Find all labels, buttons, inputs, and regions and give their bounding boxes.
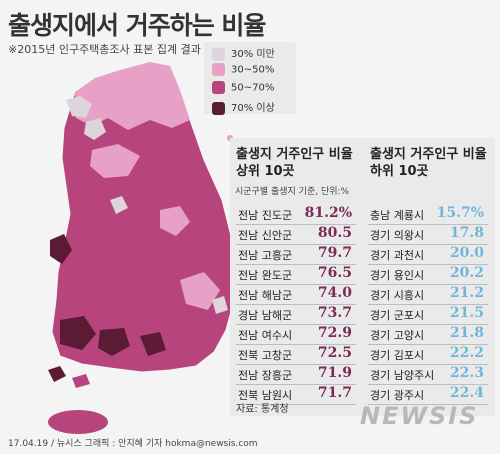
region-name: 경기 김포시 (370, 349, 425, 362)
top-ranking-row: 전남 해남군 74.0 (236, 284, 356, 305)
legend-label: 50~70% (231, 82, 275, 94)
region-name: 경기 광주시 (370, 389, 425, 402)
jeju-island (48, 410, 108, 434)
region-name: 충남 계룡시 (370, 209, 425, 222)
region-name: 전남 완도군 (238, 269, 293, 282)
ranking-panel (230, 138, 495, 416)
source-note: 자료: 통계청 (236, 404, 289, 415)
bottom-ranking-row: 경기 의왕시 17.8 (368, 224, 488, 245)
region-name: 전북 남원시 (238, 389, 293, 402)
page-subtitle: ※2015년 인구주택총조사 표본 집계 결과 (8, 43, 201, 56)
top-ranking-row: 전남 진도군 81.2% (236, 204, 356, 225)
bottom-ranking-row: 경기 김포시 22.2 (368, 344, 488, 365)
southwest-islands-2 (72, 374, 90, 388)
newsis-logo: NEWSIS (360, 402, 479, 430)
region-name: 경기 고양시 (370, 329, 425, 342)
ratio-value: 74.0 (317, 285, 352, 301)
top-ranking-row: 경남 남해군 73.7 (236, 304, 356, 325)
legend-item: 70% 이상 (212, 99, 275, 115)
light-region-daejeon (110, 196, 128, 214)
top10-title: 출생지 거주인구 비율 상위 10곳 (236, 147, 353, 179)
region-name: 경기 의왕시 (370, 229, 425, 242)
light-region-capital (66, 96, 92, 118)
ratio-value: 21.5 (449, 305, 484, 321)
light-region-gyeonggi (84, 118, 106, 140)
region-name: 전남 진도군 (238, 209, 293, 222)
top-ranking-row: 전남 완도군 76.5 (236, 264, 356, 285)
ratio-value: 15.7% (436, 205, 484, 221)
ratio-value: 22.3 (449, 365, 484, 381)
legend-label: 70% 이상 (231, 103, 275, 114)
bottom-ranking-row: 경기 남양주시 22.3 (368, 364, 488, 385)
southwest-islands (48, 366, 66, 382)
ratio-value: 81.2% (304, 205, 352, 221)
dark-region-south-2 (98, 328, 130, 356)
dark-region-south-3 (140, 332, 166, 356)
pink-region-southeast (180, 272, 220, 310)
ratio-value: 73.7 (317, 305, 352, 321)
pink-region-center (90, 144, 140, 178)
region-name: 경기 군포시 (370, 309, 425, 322)
data-basis-note: 시군구별 출생지 기준, 단위:% (235, 187, 350, 197)
ratio-value: 79.7 (317, 245, 352, 261)
top-ranking-row: 전남 신안군 80.5 (236, 224, 356, 245)
pink-region-east (160, 206, 190, 236)
ratio-value: 21.2 (449, 285, 484, 301)
bottom-ranking-row: 경기 고양시 21.8 (368, 324, 488, 345)
legend-swatch (212, 63, 225, 76)
top-ranking-row: 전북 고창군 72.5 (236, 344, 356, 365)
ratio-value: 22.4 (449, 385, 484, 401)
region-name: 전남 해남군 (238, 289, 293, 302)
legend-label: 30~50% (231, 64, 275, 76)
ratio-value: 20.0 (449, 245, 484, 261)
region-name: 경기 과천시 (370, 249, 425, 262)
ratio-value: 21.8 (449, 325, 484, 341)
legend-item: 30~50% (212, 63, 274, 76)
region-name: 전남 신안군 (238, 229, 293, 242)
legend-label: 30% 미만 (231, 49, 275, 60)
top-ranking-row: 전남 여수시 72.9 (236, 324, 356, 345)
ratio-value: 71.9 (317, 365, 352, 381)
bottom-ranking-row: 충남 계룡시 15.7% (368, 204, 488, 225)
legend-swatch (212, 81, 225, 94)
legend-swatch (212, 47, 225, 61)
ratio-value: 17.8 (449, 225, 484, 241)
bottom-ranking-row: 경기 광주시 22.4 (368, 384, 488, 405)
bottom10-title: 출생지 거주인구 비율 하위 10곳 (370, 147, 487, 179)
ratio-value: 20.2 (449, 265, 484, 281)
top-ranking-row: 전남 장흥군 71.9 (236, 364, 356, 385)
ratio-value: 76.5 (317, 265, 352, 281)
region-name: 전남 여수시 (238, 329, 293, 342)
legend-item: 30% 미만 (212, 45, 275, 61)
dark-region-west (50, 234, 72, 264)
region-name: 경기 남양주시 (370, 369, 435, 382)
credit-line: 17.04.19 / 뉴시스 그래픽 : 안지혜 기자 hokma@newsis… (8, 439, 258, 449)
region-name: 경기 용인시 (370, 269, 425, 282)
bottom-ranking-row: 경기 시흥시 21.2 (368, 284, 488, 305)
region-name: 전남 고흥군 (238, 249, 293, 262)
top-ranking-row: 전남 고흥군 79.7 (236, 244, 356, 265)
top-ranking-row: 전북 남원시 71.7 (236, 384, 356, 405)
ratio-value: 22.2 (449, 345, 484, 361)
ratio-value: 71.7 (317, 385, 352, 401)
ratio-value: 72.9 (317, 325, 352, 341)
bottom-ranking-row: 경기 과천시 20.0 (368, 244, 488, 265)
legend-swatch (212, 101, 225, 115)
page-title: 출생지에서 거주하는 비율 (8, 11, 266, 40)
region-name: 전남 장흥군 (238, 369, 293, 382)
region-name: 경기 시흥시 (370, 289, 425, 302)
legend-item: 50~70% (212, 81, 274, 94)
legend: 30% 미만 30~50% 50~70% 70% 이상 (204, 42, 296, 115)
dark-region-south-1 (60, 316, 96, 350)
ratio-value: 80.5 (317, 225, 352, 241)
ratio-value: 72.5 (317, 345, 352, 361)
region-name: 경남 남해군 (238, 309, 293, 322)
bottom-ranking-row: 경기 군포시 21.5 (368, 304, 488, 325)
pink-region-north (75, 62, 190, 130)
bottom-ranking-row: 경기 용인시 20.2 (368, 264, 488, 285)
light-region-busan (212, 296, 228, 314)
region-name: 전북 고창군 (238, 349, 293, 362)
